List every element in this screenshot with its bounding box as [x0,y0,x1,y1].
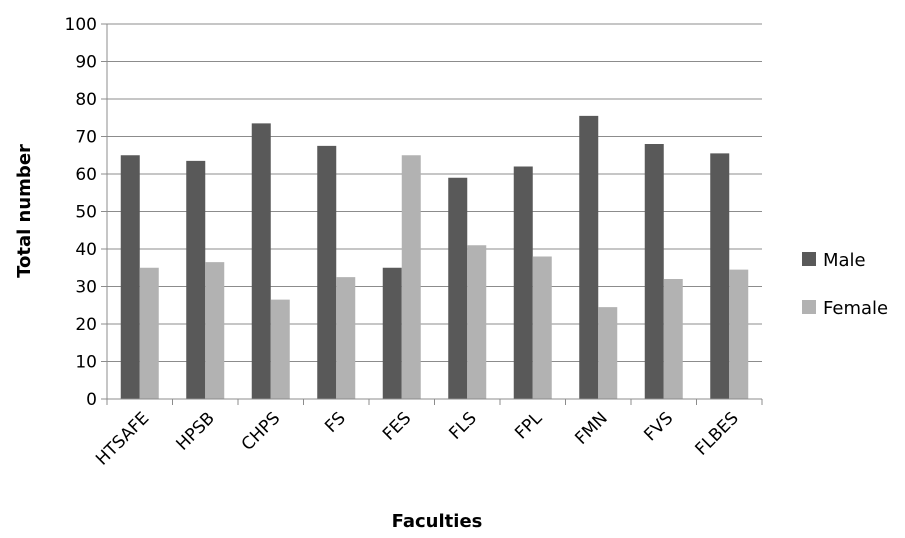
bar-female-fmn [598,307,618,399]
y-tick-label: 90 [75,53,97,73]
bar-male-chps [251,123,271,399]
x-tick-label: FPL [511,408,546,443]
y-tick-label: 10 [75,353,97,373]
bar-male-fls [448,177,468,399]
y-tick-label: 50 [75,203,97,223]
x-tick-label: FVS [640,408,677,445]
bar-female-hpsb [205,262,225,399]
x-tick-label: CHPS [238,408,284,454]
axes [106,24,762,400]
x-tick-label: FLBES [692,408,743,459]
bar-male-fmn [579,115,599,399]
legend-label-male: Male [823,250,866,271]
y-tick-label: 60 [75,165,97,185]
bar-female-fls [467,245,487,399]
y-tick-label: 70 [75,128,97,148]
bar-male-fpl [513,166,533,399]
bar-male-fvs [644,144,664,399]
bar-female-fvs [663,279,683,399]
bar-male-htsafe [120,155,140,399]
y-tick-label: 100 [65,15,97,35]
y-tick-label: 20 [75,315,97,335]
y-axis-title: Total number [14,144,35,278]
bars [120,115,749,399]
x-tick-label: FLS [445,408,480,443]
bar-female-fpl [532,256,552,399]
legend-swatch-male [802,252,816,266]
bar-male-fs [317,145,337,399]
x-tick-labels: HTSAFE HPSB CHPS FS FES FLS FPL FMN FVS FLBES [92,408,743,469]
legend-label-female: Female [823,298,888,319]
x-axis-title: Faculties [392,511,483,532]
x-tick-label: HPSB [172,408,218,454]
bar-female-chps [270,299,290,399]
y-tick-label: 80 [75,90,97,110]
x-tick-label: FMN [571,408,611,448]
x-tick-label: FS [321,408,349,436]
y-tick-label: 0 [86,390,97,410]
bar-male-fes [382,267,402,399]
y-tick-labels: 0 10 20 30 40 50 60 70 80 90 100 [65,15,97,410]
bar-female-htsafe [139,267,159,399]
x-tick-label: FES [379,408,415,444]
bar-female-fs [336,277,356,399]
x-tick-label: HTSAFE [92,408,153,469]
bar-female-fes [401,155,421,399]
bar-male-hpsb [186,160,206,399]
legend-swatch-female [802,300,816,314]
legend: Male Female [802,250,888,319]
y-tick-label: 30 [75,278,97,298]
bar-female-flbes [729,269,749,399]
y-tick-label: 40 [75,240,97,260]
bar-male-flbes [710,153,730,399]
